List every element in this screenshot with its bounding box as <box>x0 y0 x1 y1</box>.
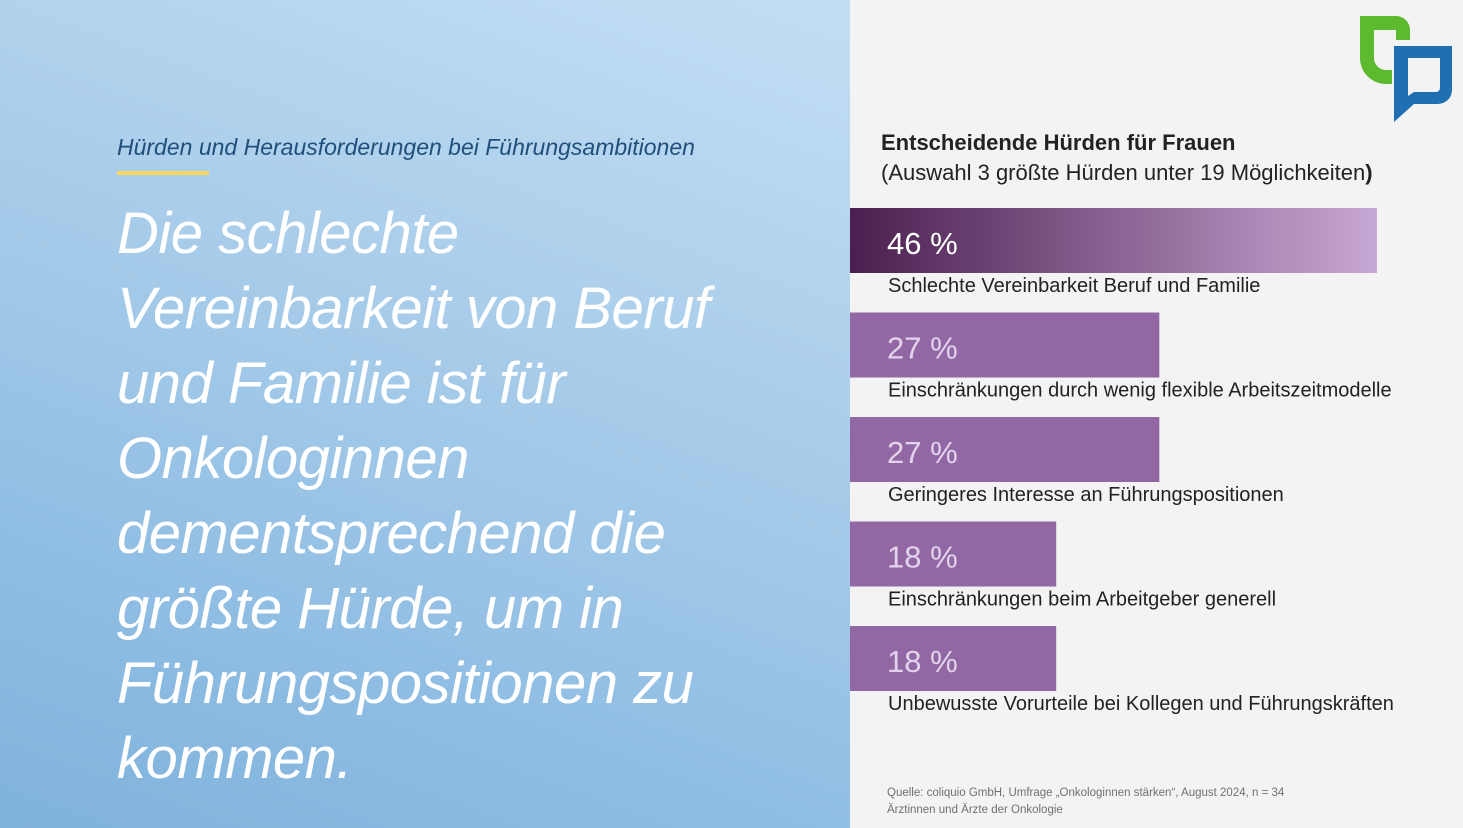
headline-line: Führungspositionen zu <box>117 651 694 716</box>
headline: Die schlechte Vereinbarkeit von Beruf un… <box>117 196 817 796</box>
slide-subtitle: Hürden und Herausforderungen bei Führung… <box>117 134 695 160</box>
logo-blue-shape <box>1394 46 1452 122</box>
bar-value-label: 46 % <box>887 226 958 261</box>
headline-line: Vereinbarkeit von Beruf <box>117 276 710 341</box>
bar-5 <box>850 626 1057 691</box>
bar-category-label: Schlechte Vereinbarkeit Beruf und Famili… <box>888 275 1260 297</box>
bar-value-label: 27 % <box>887 435 958 470</box>
bar-category-label: Unbewusste Vorurteile bei Kollegen und F… <box>888 693 1394 715</box>
bar-category-label: Einschränkungen durch wenig flexible Arb… <box>888 380 1392 402</box>
bar-3 <box>850 417 1160 482</box>
chart-subtitle-close: ) <box>1365 160 1373 185</box>
headline-line: und Familie ist für <box>117 351 566 416</box>
headline-line: kommen. <box>117 726 353 791</box>
headline-line: Onkologinnen <box>117 426 469 491</box>
bar-category-label: Einschränkungen beim Arbeitgeber generel… <box>888 589 1276 611</box>
bars-group: 46 % Schlechte Vereinbarkeit Beruf und Fa… <box>850 208 1394 715</box>
bar-value-label: 18 % <box>887 540 958 575</box>
headline-line: Die schlechte <box>117 201 459 266</box>
source-line: Ärztinnen und Ärzte der Onkologie <box>887 804 1063 816</box>
bar-value-label: 18 % <box>887 644 958 679</box>
bar-4 <box>850 521 1057 587</box>
headline-line: dementsprechend die <box>117 501 666 566</box>
bar-2 <box>850 312 1160 378</box>
speech-bubble-logo-icon <box>1360 16 1452 122</box>
source-line: Quelle: coliquio GmbH, Umfrage „Onkologi… <box>887 787 1285 799</box>
bar-category-label: Geringeres Interesse an Führungsposition… <box>888 484 1284 506</box>
source-note: Quelle: coliquio GmbH, Umfrage „Onkologi… <box>887 785 1357 819</box>
left-panel: Hürden und Herausforderungen bei Führung… <box>0 0 850 828</box>
chart-subtitle: (Auswahl 3 größte Hürden unter 19 Möglic… <box>881 160 1373 186</box>
subtitle-underline <box>117 171 209 175</box>
logo-green-shape <box>1360 16 1410 84</box>
bar-1 <box>850 208 1377 273</box>
bar-value-label: 27 % <box>887 331 958 366</box>
chart-subtitle-text: (Auswahl 3 größte Hürden unter 19 Möglic… <box>881 160 1366 185</box>
chart-title: Entscheidende Hürden für Frauen <box>881 130 1236 155</box>
headline-line: größte Hürde, um in <box>117 576 624 641</box>
